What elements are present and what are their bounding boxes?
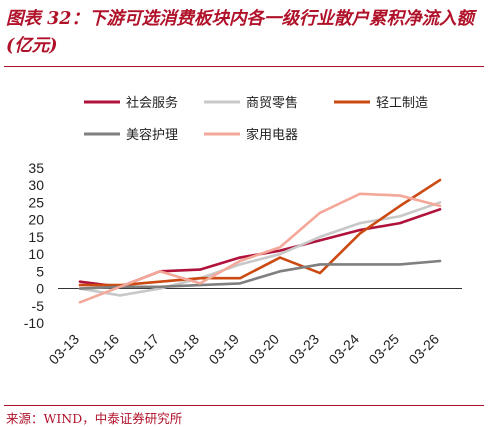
data-point bbox=[318, 211, 322, 214]
y-tick-label: 35 bbox=[28, 160, 44, 176]
source-divider bbox=[4, 405, 484, 406]
legend-label: 美容护理 bbox=[126, 127, 178, 143]
title-underline bbox=[4, 66, 484, 67]
data-point bbox=[398, 263, 402, 266]
legend-label: 商贸零售 bbox=[246, 95, 298, 111]
data-point bbox=[358, 221, 362, 225]
data-point bbox=[78, 287, 82, 290]
x-tick-label: 03-19 bbox=[205, 331, 242, 368]
chart-series bbox=[78, 178, 442, 304]
series-line bbox=[78, 208, 442, 289]
data-point bbox=[158, 285, 162, 289]
source-note: 来源：WIND，中泰证券研究所 bbox=[6, 411, 183, 426]
x-tick-label: 03-25 bbox=[365, 331, 402, 368]
x-tick-label: 03-26 bbox=[405, 331, 442, 368]
data-point bbox=[438, 178, 442, 182]
data-point bbox=[438, 259, 442, 263]
data-point bbox=[198, 277, 202, 280]
data-point bbox=[278, 252, 282, 256]
data-point bbox=[438, 201, 442, 204]
data-point bbox=[238, 256, 242, 259]
legend-label: 家用电器 bbox=[246, 127, 298, 143]
data-point bbox=[278, 256, 282, 259]
data-point bbox=[78, 283, 82, 287]
data-point bbox=[398, 194, 402, 197]
data-point bbox=[158, 280, 162, 283]
x-tick-label: 03-23 bbox=[285, 331, 322, 368]
series-line bbox=[78, 178, 442, 287]
data-point bbox=[278, 249, 282, 252]
data-point bbox=[158, 270, 162, 273]
x-tick-label: 03-20 bbox=[245, 331, 282, 368]
data-point bbox=[358, 192, 362, 196]
data-point bbox=[118, 294, 122, 297]
data-point bbox=[398, 215, 402, 218]
data-point bbox=[238, 263, 242, 266]
data-point bbox=[398, 204, 402, 208]
legend-label: 社会服务 bbox=[126, 95, 178, 111]
data-point bbox=[318, 271, 322, 275]
y-tick-label: 10 bbox=[28, 246, 44, 262]
data-point bbox=[238, 259, 242, 263]
data-point bbox=[318, 239, 322, 242]
x-tick-label: 03-18 bbox=[165, 331, 202, 368]
figure-title: 图表 32：下游可选消费板块内各一级行业散户累积净流入额(亿元) bbox=[6, 9, 474, 56]
x-tick-label: 03-13 bbox=[45, 331, 82, 368]
y-tick-label: 0 bbox=[36, 281, 44, 297]
data-point bbox=[438, 208, 442, 211]
data-point bbox=[358, 228, 362, 232]
data-point bbox=[318, 235, 322, 239]
data-point bbox=[78, 301, 82, 304]
y-tick-label: 30 bbox=[28, 177, 44, 193]
data-point bbox=[278, 270, 282, 273]
y-tick-label: -5 bbox=[32, 298, 45, 314]
data-point bbox=[358, 232, 362, 235]
data-point bbox=[78, 280, 82, 283]
data-point bbox=[398, 221, 402, 225]
data-point bbox=[358, 263, 362, 266]
series-line bbox=[78, 259, 442, 290]
legend-label: 轻工制造 bbox=[376, 96, 428, 111]
data-point bbox=[318, 263, 322, 266]
y-tick-label: 25 bbox=[28, 194, 44, 210]
data-point bbox=[238, 277, 242, 280]
y-tick-label: 20 bbox=[28, 212, 44, 228]
data-point bbox=[278, 246, 282, 249]
y-tick-label: 5 bbox=[36, 263, 44, 279]
data-point bbox=[198, 268, 202, 271]
x-tick-label: 03-24 bbox=[325, 331, 362, 368]
data-point bbox=[198, 282, 202, 285]
data-point bbox=[238, 282, 242, 285]
data-point bbox=[438, 204, 442, 208]
y-tick-label: 15 bbox=[28, 229, 44, 245]
series-line bbox=[78, 192, 442, 304]
data-point bbox=[118, 285, 122, 289]
x-tick-label: 03-17 bbox=[125, 331, 162, 368]
x-tick-label: 03-16 bbox=[85, 331, 122, 368]
y-tick-label: -10 bbox=[24, 315, 44, 331]
